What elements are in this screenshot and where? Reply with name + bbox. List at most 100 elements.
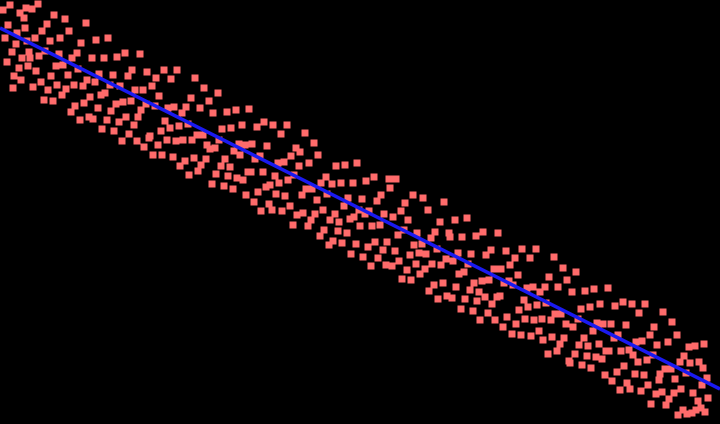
- scatter-point: [358, 195, 366, 203]
- scatter-point: [695, 358, 703, 366]
- scatter-point: [626, 385, 634, 393]
- scatter-point: [394, 231, 402, 239]
- scatter-point: [361, 210, 369, 218]
- scatter-point: [646, 331, 654, 339]
- scatter-point: [107, 107, 115, 115]
- scatter-point: [205, 97, 213, 105]
- scatter-point: [428, 260, 436, 268]
- scatter-point: [331, 210, 339, 218]
- scatter-point: [514, 271, 522, 279]
- scatter-point: [403, 266, 411, 274]
- scatter-point: [80, 99, 88, 107]
- scatter-point: [385, 175, 393, 183]
- scatter-point: [391, 247, 399, 255]
- scatter-point: [592, 353, 600, 361]
- scatter-point: [143, 68, 151, 76]
- scatter-point: [419, 194, 427, 202]
- scatter-point: [479, 228, 487, 236]
- scatter-point: [235, 140, 243, 148]
- scatter-point: [611, 302, 619, 310]
- scatter-point: [637, 387, 645, 395]
- scatter-point: [553, 347, 561, 355]
- scatter-point: [89, 115, 97, 123]
- scatter-point: [382, 261, 390, 269]
- scatter-point: [10, 72, 18, 80]
- scatter-point: [437, 261, 445, 269]
- scatter-point: [308, 185, 316, 193]
- scatter-point: [628, 300, 636, 308]
- scatter-point: [488, 300, 496, 308]
- scatter-point: [557, 310, 565, 318]
- scatter-point: [304, 222, 312, 230]
- scatter-point: [119, 98, 127, 106]
- scatter-point: [652, 390, 660, 398]
- scatter-point: [335, 218, 343, 226]
- scatter-point: [209, 109, 217, 117]
- scatter-point: [413, 229, 421, 237]
- scatter-point: [92, 36, 100, 44]
- scatter-point: [242, 191, 250, 199]
- scatter-point: [217, 162, 225, 170]
- scatter-point: [623, 379, 631, 387]
- scatter-point: [671, 375, 679, 383]
- scatter-point: [445, 229, 453, 237]
- scatter-point: [277, 130, 285, 138]
- scatter-point: [466, 286, 474, 294]
- scatter-point: [136, 50, 144, 58]
- scatter-point: [18, 54, 26, 62]
- scatter-point: [319, 206, 327, 214]
- scatter-point: [140, 143, 148, 151]
- scatter-point: [539, 336, 547, 344]
- scatter-point: [91, 78, 99, 86]
- scatter-point: [328, 180, 336, 188]
- scatter-point: [208, 180, 216, 188]
- scatter-point: [32, 67, 40, 75]
- scatter-point: [416, 270, 424, 278]
- scatter-point: [463, 214, 471, 222]
- scatter-point: [397, 207, 405, 215]
- scatter-point: [505, 277, 513, 285]
- scatter-point: [79, 82, 87, 90]
- scatter-point: [289, 221, 297, 229]
- scatter-point: [299, 209, 307, 217]
- scatter-point: [443, 292, 451, 300]
- scatter-point: [686, 359, 694, 367]
- scatter-point: [454, 249, 462, 257]
- scatter-point: [460, 268, 468, 276]
- scatter-point: [554, 283, 562, 291]
- scatter-point: [524, 303, 532, 311]
- scatter-point: [52, 62, 60, 70]
- scatter-point: [17, 76, 25, 84]
- scatter-point: [485, 276, 493, 284]
- scatter-point: [439, 279, 447, 287]
- scatter-point: [629, 351, 637, 359]
- scatter-point: [635, 309, 643, 317]
- scatter-point: [232, 106, 240, 114]
- scatter-point: [118, 137, 126, 145]
- scatter-point: [449, 257, 457, 265]
- scatter-point: [422, 250, 430, 258]
- scatter-point: [61, 15, 69, 23]
- scatter-point: [395, 257, 403, 265]
- scatter-point: [661, 365, 669, 373]
- scatter-point: [631, 370, 639, 378]
- scatter-point: [656, 370, 664, 378]
- scatter-point: [178, 109, 186, 117]
- scatter-point: [511, 254, 519, 262]
- scatter-point: [152, 74, 160, 82]
- scatter-point: [223, 108, 231, 116]
- scatter-point: [220, 182, 228, 190]
- scatter-point: [467, 250, 475, 258]
- scatter-point: [212, 170, 220, 178]
- scatter-point: [211, 144, 219, 152]
- scatter-point: [247, 168, 255, 176]
- scatter-point: [0, 6, 7, 14]
- scatter-point: [380, 210, 388, 218]
- scatter-point: [571, 350, 579, 358]
- scatter-point: [257, 207, 265, 215]
- scatter-point: [131, 86, 139, 94]
- scatter-point: [76, 116, 84, 124]
- scatter-point: [499, 323, 507, 331]
- scatter-point: [641, 300, 649, 308]
- scatter-point: [475, 288, 483, 296]
